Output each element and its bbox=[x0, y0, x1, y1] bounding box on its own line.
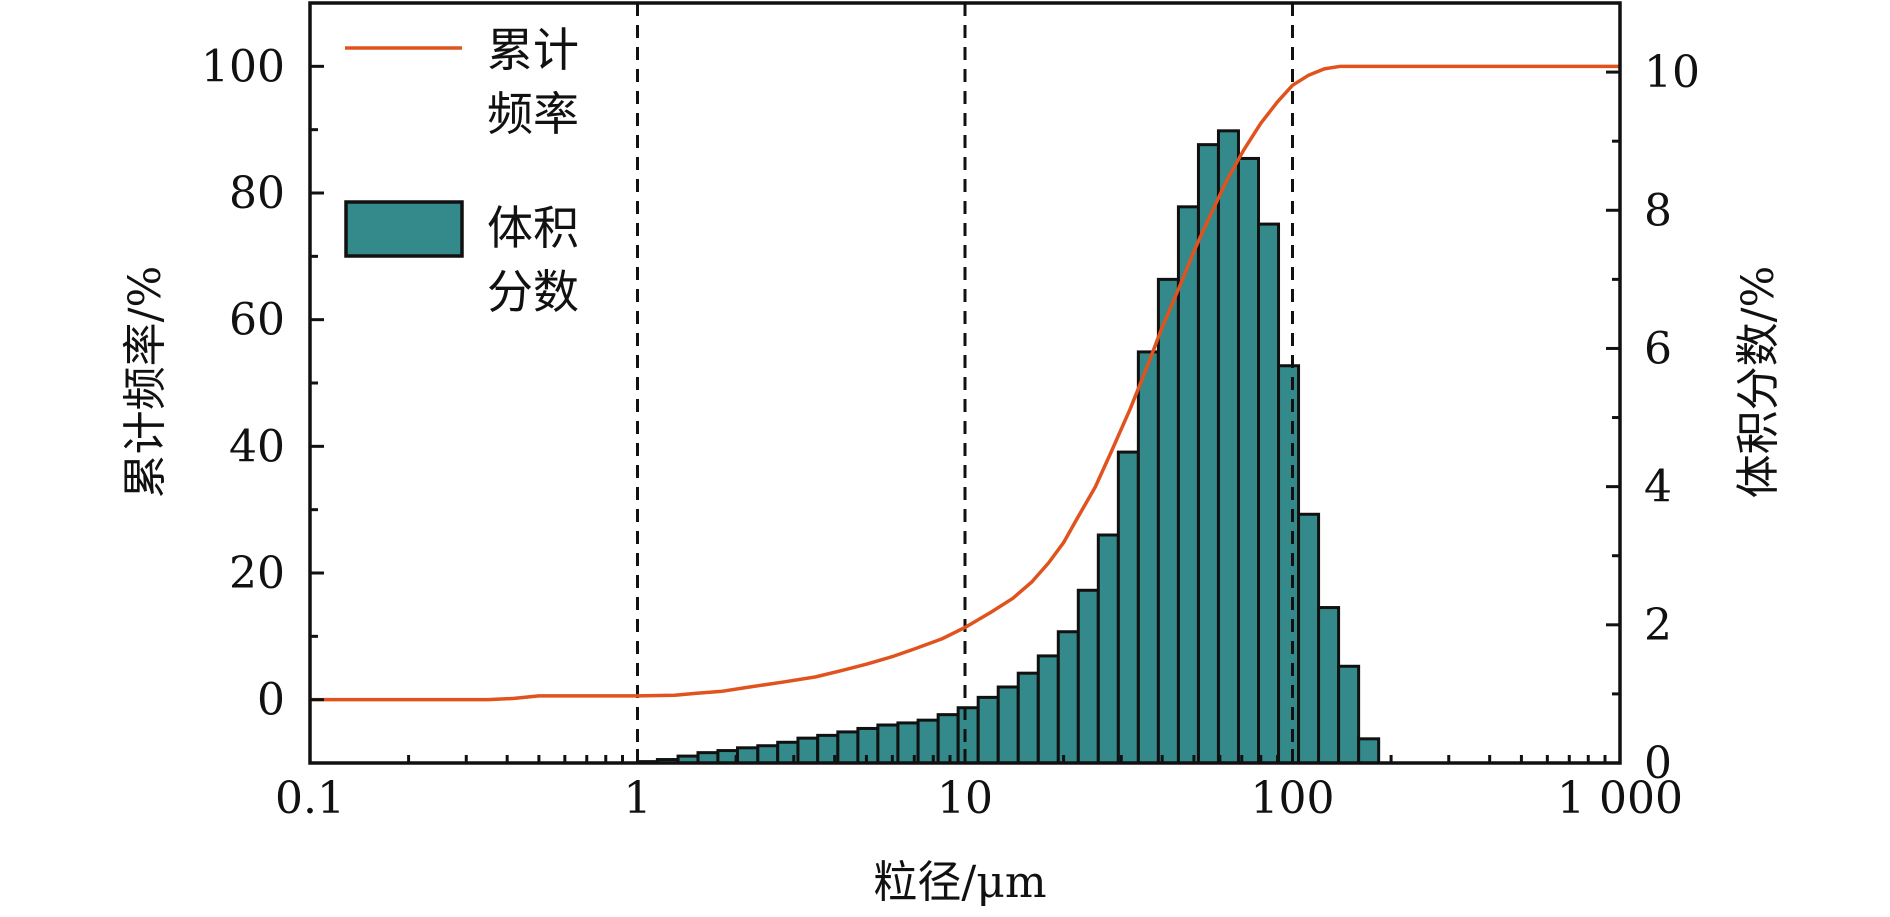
legend-label-volume: 分数 bbox=[487, 265, 579, 319]
y-right-tick-label: 6 bbox=[1644, 323, 1672, 374]
bar bbox=[1337, 664, 1361, 765]
cumulative-line-layer bbox=[310, 64, 1620, 702]
legend-label-cumulative: 累计 bbox=[487, 23, 579, 77]
bar bbox=[1076, 588, 1100, 765]
bar bbox=[736, 746, 760, 765]
bar bbox=[1096, 533, 1120, 765]
y-left-tick-label: 80 bbox=[229, 168, 285, 219]
bar bbox=[1277, 364, 1301, 765]
y-right-tick-label: 4 bbox=[1644, 462, 1672, 513]
y-axis-title-left: 累计频率/% bbox=[120, 266, 171, 499]
legend-label-cumulative: 频率 bbox=[487, 87, 579, 141]
histogram-bars bbox=[636, 129, 1381, 765]
legend-bar-swatch bbox=[344, 200, 464, 258]
bar bbox=[1156, 277, 1180, 765]
bar bbox=[1257, 222, 1281, 765]
bar bbox=[1297, 512, 1321, 765]
y-axis-title-right: 体积分数/% bbox=[1733, 266, 1784, 499]
x-tick-label: 100 bbox=[1251, 773, 1335, 824]
bar bbox=[1056, 630, 1080, 765]
y-left-tick-label: 20 bbox=[229, 548, 285, 599]
legend-label-volume: 体积 bbox=[487, 201, 579, 255]
y-right-tick-label: 8 bbox=[1644, 185, 1672, 236]
bar bbox=[1016, 671, 1040, 765]
bar bbox=[1176, 205, 1200, 765]
y-left-tick-label: 0 bbox=[257, 675, 285, 726]
bar bbox=[1357, 737, 1381, 765]
bar bbox=[1116, 450, 1140, 765]
bar bbox=[716, 749, 740, 765]
bar bbox=[1036, 654, 1060, 765]
bar bbox=[976, 695, 1000, 765]
cumulative-line bbox=[310, 64, 1620, 702]
bar bbox=[756, 744, 780, 765]
y-right-tick-label: 0 bbox=[1644, 738, 1672, 789]
bar bbox=[1136, 350, 1160, 765]
y-left-tick-label: 60 bbox=[229, 295, 285, 346]
y-right-tick-label: 2 bbox=[1644, 600, 1672, 651]
y-left-tick-label: 40 bbox=[229, 421, 285, 472]
bar bbox=[836, 730, 860, 765]
x-tick-label: 1 000 bbox=[1557, 773, 1683, 824]
bar bbox=[876, 723, 900, 765]
bar bbox=[1236, 156, 1260, 765]
x-tick-label: 0.1 bbox=[275, 773, 345, 824]
reference-lines bbox=[636, 3, 1294, 763]
y-right-tick-label: 10 bbox=[1644, 47, 1700, 98]
x-tick-label: 1 bbox=[624, 773, 652, 824]
bar bbox=[1317, 606, 1341, 765]
bar bbox=[1216, 129, 1240, 765]
bar bbox=[936, 713, 960, 765]
bar bbox=[956, 706, 980, 765]
bar bbox=[996, 685, 1020, 765]
y-left-tick-label: 100 bbox=[201, 41, 285, 92]
x-axis-title: 粒径/μm bbox=[873, 857, 1046, 908]
bar bbox=[916, 718, 940, 765]
x-tick-label: 10 bbox=[937, 773, 993, 824]
bar bbox=[796, 736, 820, 765]
